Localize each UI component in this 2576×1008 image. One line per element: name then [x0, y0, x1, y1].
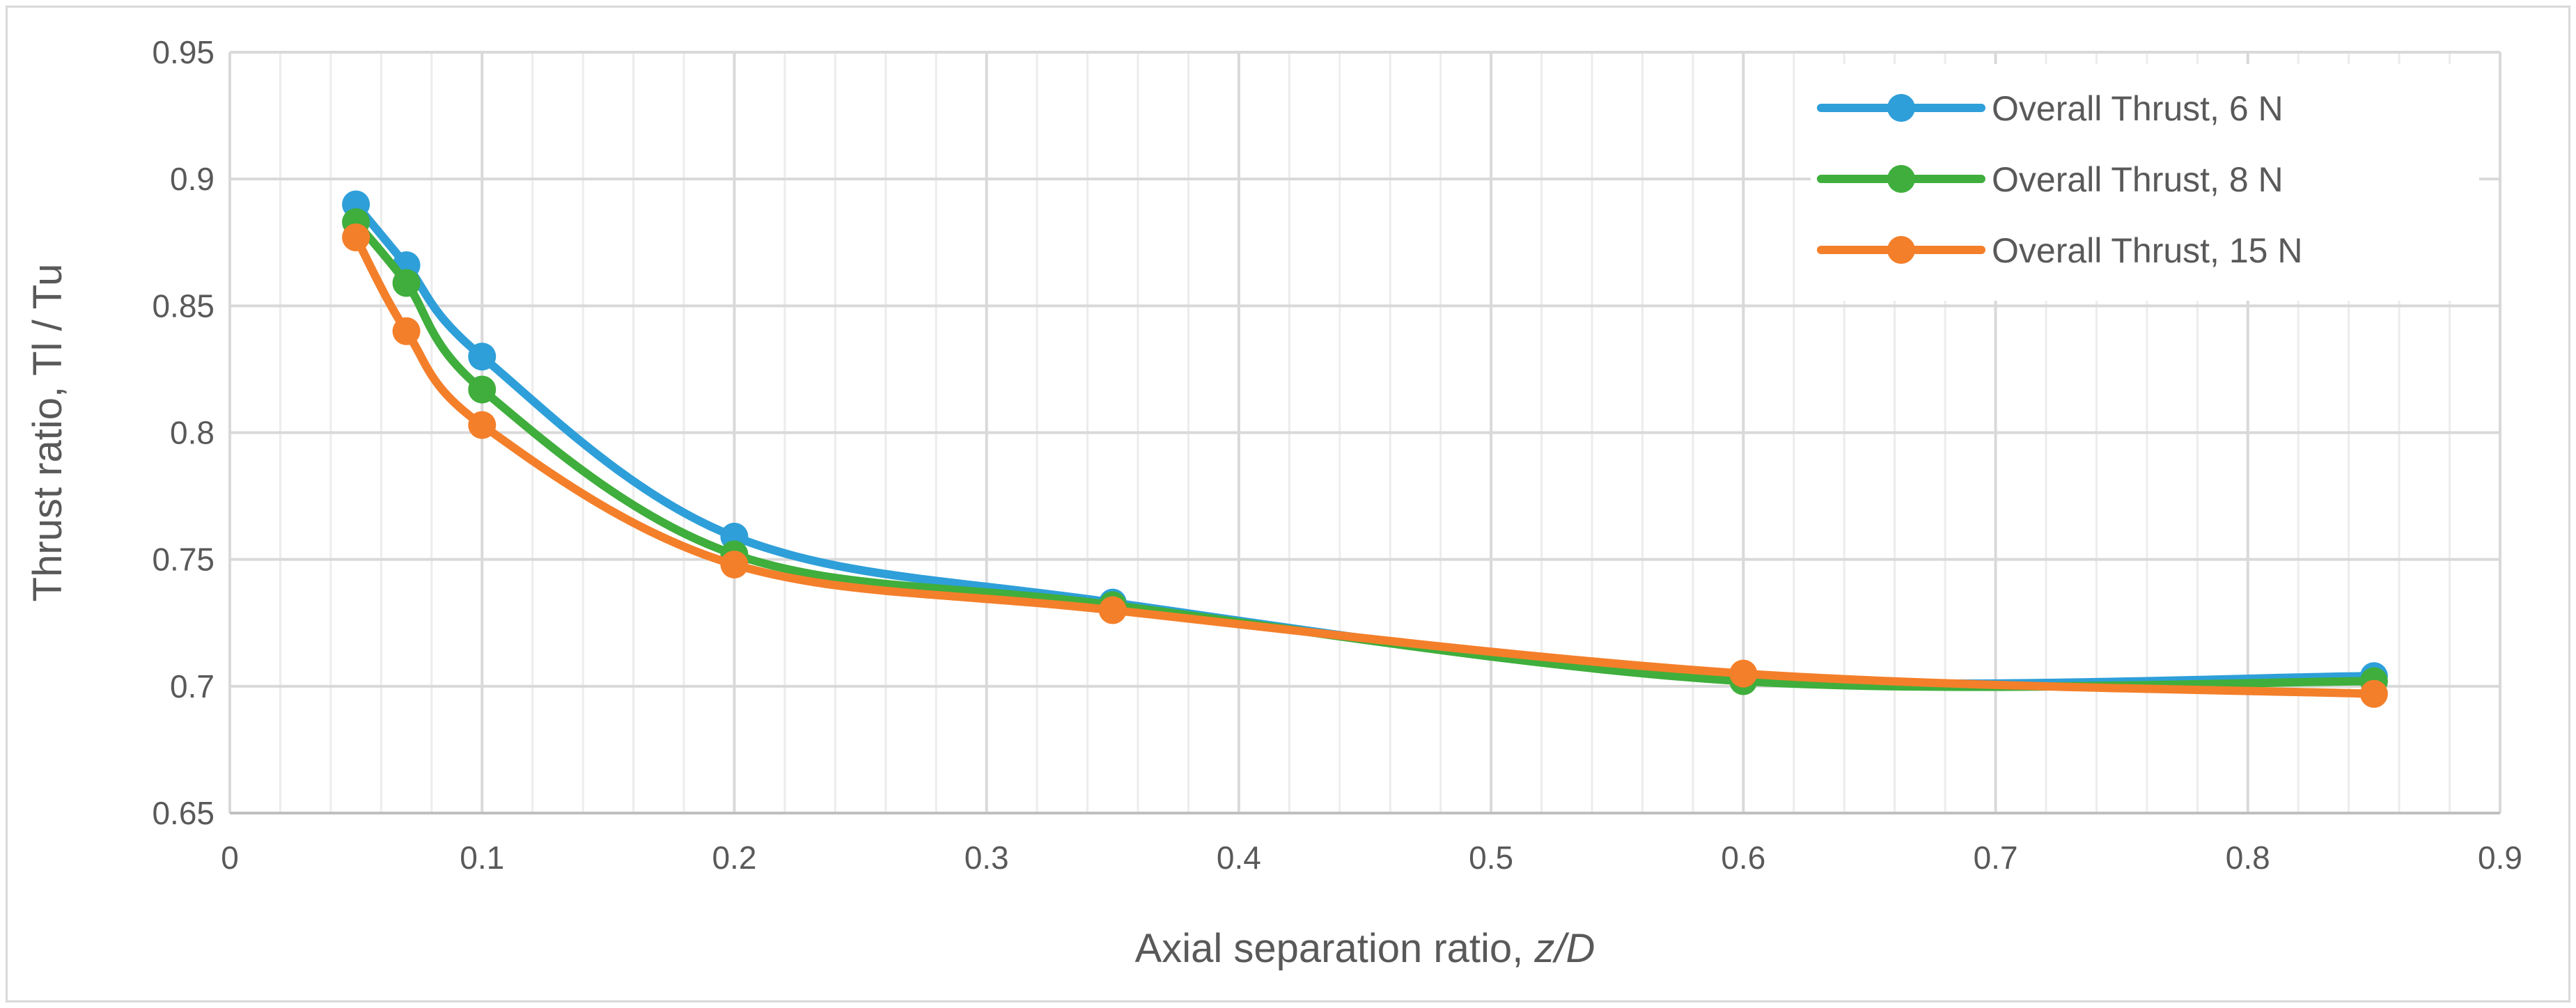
data-point	[720, 550, 749, 578]
axes: 0 0.1 0.2 0.3 0.4 0.5 0.6 0.7 0.8 0.9 0.65 0.7 0.75 0…	[152, 34, 2522, 876]
data-point	[468, 342, 497, 371]
data-point	[2359, 679, 2388, 708]
x-tick-label: 0.5	[1469, 840, 1513, 876]
y-tick-label: 0.95	[152, 34, 214, 70]
y-tick-label: 0.9	[170, 161, 214, 197]
legend-label: Overall Thrust, 8 N	[1992, 160, 2284, 199]
y-tick-label: 0.75	[152, 542, 214, 578]
x-tick-label: 0.3	[965, 840, 1009, 876]
data-point	[392, 269, 421, 297]
legend-swatch-marker	[1887, 94, 1915, 122]
series	[342, 190, 2388, 708]
data-point	[468, 411, 497, 439]
x-axis-title: Axial separation ratio, z/D	[1135, 926, 1595, 971]
x-tick-label: 0	[221, 840, 239, 876]
legend-swatch-marker	[1887, 236, 1915, 264]
y-tick-label: 0.65	[152, 795, 214, 831]
y-tick-label: 0.7	[170, 668, 214, 704]
y-tick-label: 0.85	[152, 288, 214, 324]
data-point	[468, 375, 497, 404]
x-tick-label: 0.1	[460, 840, 504, 876]
y-axis-title: Thrust ratio, Tl / Tu	[25, 264, 70, 602]
legend: Overall Thrust, 6 N Overall Thrust, 8 N Ov…	[1811, 64, 2479, 301]
x-tick-label: 0.4	[1217, 840, 1261, 876]
x-tick-label: 0.8	[2226, 840, 2270, 876]
x-tick-label: 0.2	[712, 840, 756, 876]
x-tick-label: 0.9	[2478, 840, 2522, 876]
series-line	[352, 218, 2378, 691]
y-tick-label: 0.8	[170, 415, 214, 451]
data-point	[1098, 596, 1127, 624]
data-point	[342, 223, 370, 251]
data-point	[1729, 659, 1758, 688]
legend-swatch-marker	[1887, 165, 1915, 193]
x-tick-label: 0.6	[1721, 840, 1765, 876]
data-point	[392, 317, 421, 345]
x-tick-label: 0.7	[1974, 840, 2018, 876]
x-axis-title-variable: z/D	[1533, 926, 1595, 971]
x-axis-title-text: Axial separation ratio,	[1135, 926, 1535, 971]
series-3	[342, 223, 2388, 708]
legend-label: Overall Thrust, 15 N	[1992, 231, 2302, 270]
legend-label: Overall Thrust, 6 N	[1992, 89, 2284, 128]
grid	[228, 51, 2501, 814]
series-line	[352, 233, 2378, 698]
